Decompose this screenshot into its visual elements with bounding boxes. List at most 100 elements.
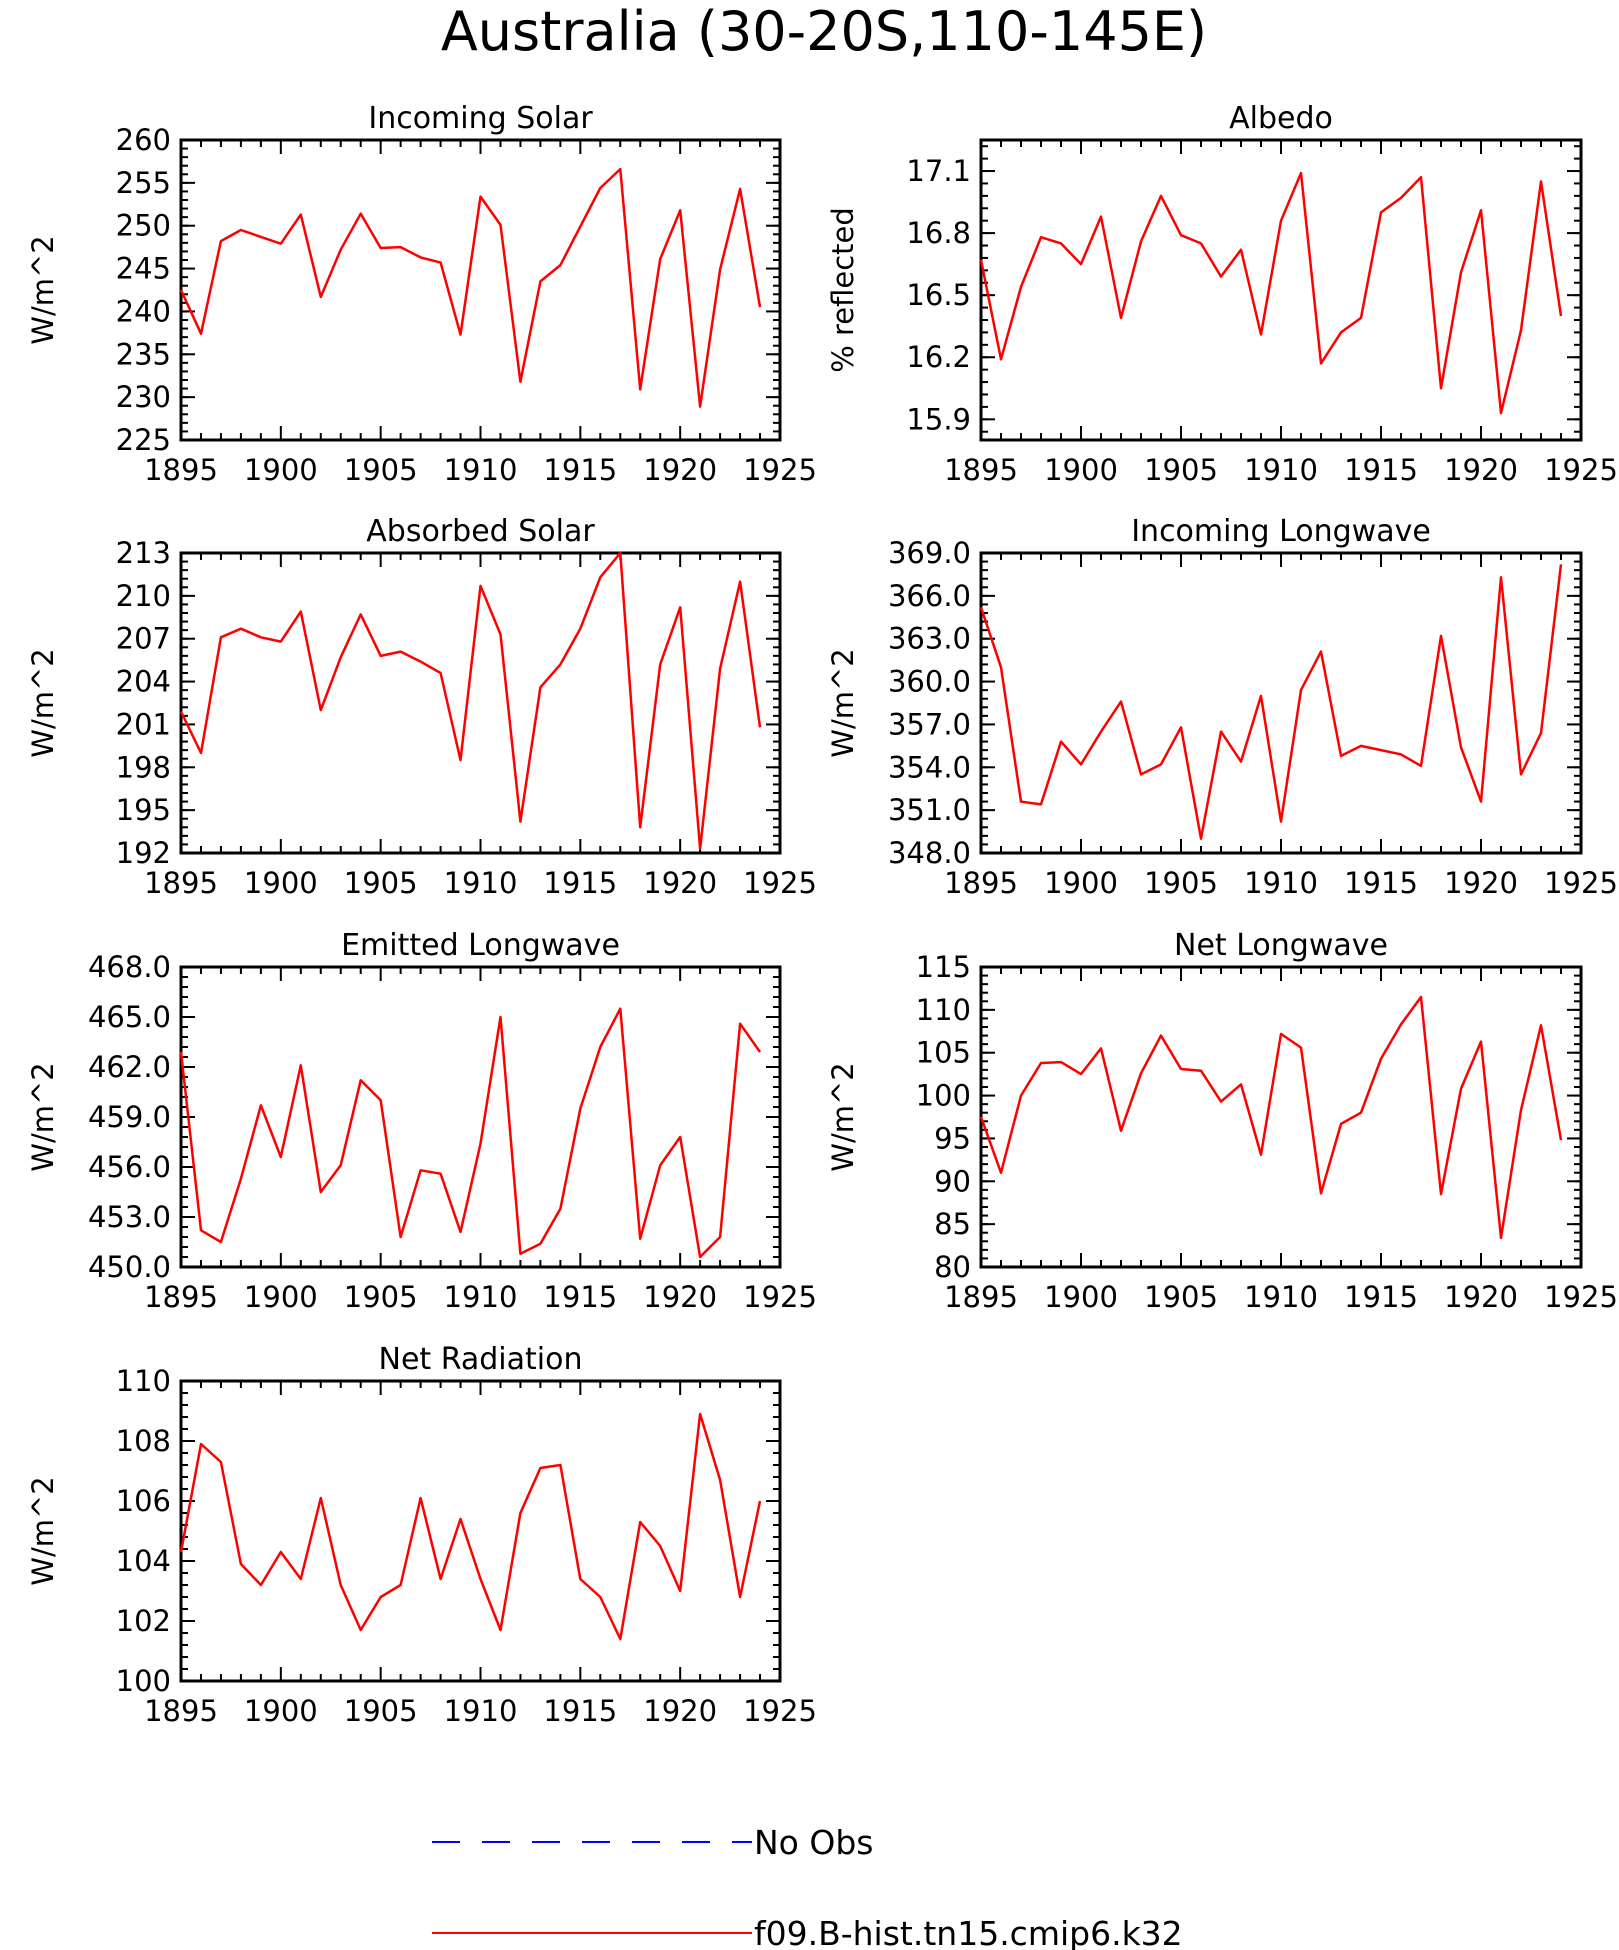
plot-frame: [179, 551, 782, 855]
x-tick-label: 1915: [1344, 453, 1418, 487]
series-line-model: [179, 1412, 762, 1641]
x-tick-label: 1910: [1244, 453, 1318, 487]
panel-albedo: Albedo % reflected 1895 1900 1905 1910 1915 192…: [826, 101, 1618, 487]
y-tick-label: 360.0: [888, 665, 971, 699]
y-tick-label: 462.0: [88, 1050, 171, 1084]
panel-net-longwave: Net Longwave W/m^2 1895 1900 1905 1910 1915 192…: [826, 928, 1618, 1314]
y-tick-label: 115: [916, 950, 971, 984]
x-tick-label: 1920: [643, 453, 717, 487]
y-tick-label: 465.0: [88, 1000, 171, 1034]
y-tick-label: 225: [116, 423, 171, 457]
panel-title: Incoming Longwave: [1131, 514, 1431, 549]
panel-incoming-solar: Incoming Solar W/m^2 1895 1900 1905 1910 1915 1…: [26, 101, 817, 487]
y-tick-label: 210: [116, 579, 171, 613]
y-tick-label: 369.0: [888, 536, 971, 570]
panel-title: Albedo: [1229, 101, 1333, 136]
y-tick-label: 260: [116, 123, 171, 157]
series-line-model: [979, 171, 1563, 415]
y-tick-label: 453.0: [88, 1200, 171, 1234]
panel-absorbed-solar: Absorbed Solar W/m^2 1895 1900 1905 1910 1915 1…: [26, 514, 817, 900]
x-tick-label: 1910: [444, 453, 518, 487]
y-tick-label: 110: [916, 993, 971, 1027]
x-tick-label: 1905: [1144, 866, 1218, 900]
y-tick-label: 198: [116, 750, 171, 784]
x-tick-label: 1920: [1444, 1280, 1518, 1314]
x-tick-label: 1920: [643, 1694, 717, 1728]
plot-frame: [179, 138, 782, 442]
x-tick-label: 1895: [144, 866, 218, 900]
plot-frame: [979, 965, 1583, 1269]
series-line-model: [179, 167, 762, 408]
x-tick-label: 1915: [543, 1280, 617, 1314]
y-tick-label: 108: [116, 1424, 171, 1458]
y-tick-label: 348.0: [888, 836, 971, 870]
plot-frame: [179, 1379, 782, 1683]
y-tick-label: 459.0: [88, 1100, 171, 1134]
x-tick-label: 1915: [543, 453, 617, 487]
y-tick-label: 204: [116, 665, 171, 699]
y-tick-label: 468.0: [88, 950, 171, 984]
x-tick-label: 1900: [244, 866, 318, 900]
x-tick-label: 1900: [1044, 1280, 1118, 1314]
y-tick-label: 104: [116, 1544, 171, 1578]
y-tick-label: 16.8: [906, 216, 971, 250]
y-axis-label: W/m^2: [826, 648, 860, 757]
y-tick-label: 16.2: [906, 340, 971, 374]
x-tick-label: 1905: [1144, 453, 1218, 487]
y-tick-label: 15.9: [906, 402, 971, 436]
x-tick-label: 1900: [244, 1694, 318, 1728]
y-axis-label: W/m^2: [26, 648, 60, 757]
x-tick-label: 1915: [543, 1694, 617, 1728]
x-tick-label: 1920: [643, 1280, 717, 1314]
y-axis-label: % reflected: [826, 207, 860, 373]
x-tick-label: 1925: [743, 866, 817, 900]
x-tick-label: 1905: [344, 866, 418, 900]
y-tick-label: 17.1: [906, 154, 971, 188]
x-tick-label: 1900: [1044, 866, 1118, 900]
series-line-model: [979, 995, 1563, 1240]
series-line-model: [179, 551, 762, 850]
x-tick-label: 1925: [1544, 1280, 1618, 1314]
panel-title: Absorbed Solar: [366, 514, 595, 549]
y-tick-label: 456.0: [88, 1150, 171, 1184]
x-tick-label: 1925: [743, 453, 817, 487]
panels: Incoming Solar W/m^2 1895 1900 1905 1910 1915 1…: [26, 101, 1618, 1728]
x-tick-label: 1910: [444, 1694, 518, 1728]
x-tick-label: 1895: [144, 1694, 218, 1728]
y-tick-label: 351.0: [888, 793, 971, 827]
x-tick-label: 1910: [444, 866, 518, 900]
plot-frame: [179, 965, 782, 1269]
y-tick-label: 230: [116, 380, 171, 414]
y-tick-label: 105: [916, 1036, 971, 1070]
x-tick-label: 1925: [743, 1280, 817, 1314]
x-tick-label: 1895: [144, 453, 218, 487]
legend-label-no-obs: No Obs: [754, 1823, 873, 1862]
x-tick-label: 1920: [1444, 453, 1518, 487]
x-tick-label: 1915: [1344, 1280, 1418, 1314]
panel-emitted-longwave: Emitted Longwave W/m^2 1895 1900 1905 1910 191…: [26, 928, 817, 1314]
x-tick-label: 1920: [1444, 866, 1518, 900]
panel-incoming-longwave: Incoming Longwave W/m^2 1895 1900 1905 1910 19…: [826, 514, 1618, 900]
y-tick-label: 102: [116, 1604, 171, 1638]
x-tick-label: 1920: [643, 866, 717, 900]
x-tick-label: 1895: [944, 866, 1018, 900]
y-tick-label: 195: [116, 793, 171, 827]
y-tick-label: 106: [116, 1484, 171, 1518]
x-tick-label: 1895: [144, 1280, 218, 1314]
y-axis-label: W/m^2: [26, 1476, 60, 1585]
x-tick-label: 1900: [1044, 453, 1118, 487]
y-tick-label: 245: [116, 252, 171, 286]
y-tick-label: 255: [116, 166, 171, 200]
x-tick-label: 1900: [244, 453, 318, 487]
x-tick-label: 1925: [743, 1694, 817, 1728]
y-tick-label: 100: [116, 1664, 171, 1698]
y-tick-label: 100: [916, 1079, 971, 1113]
x-tick-label: 1900: [244, 1280, 318, 1314]
y-tick-label: 450.0: [88, 1250, 171, 1284]
x-tick-label: 1905: [344, 453, 418, 487]
x-tick-label: 1925: [1544, 453, 1618, 487]
y-tick-label: 80: [934, 1250, 971, 1284]
legend-label-model: f09.B-hist.tn15.cmip6.k32: [754, 1914, 1183, 1950]
x-tick-label: 1905: [344, 1280, 418, 1314]
x-tick-label: 1915: [543, 866, 617, 900]
